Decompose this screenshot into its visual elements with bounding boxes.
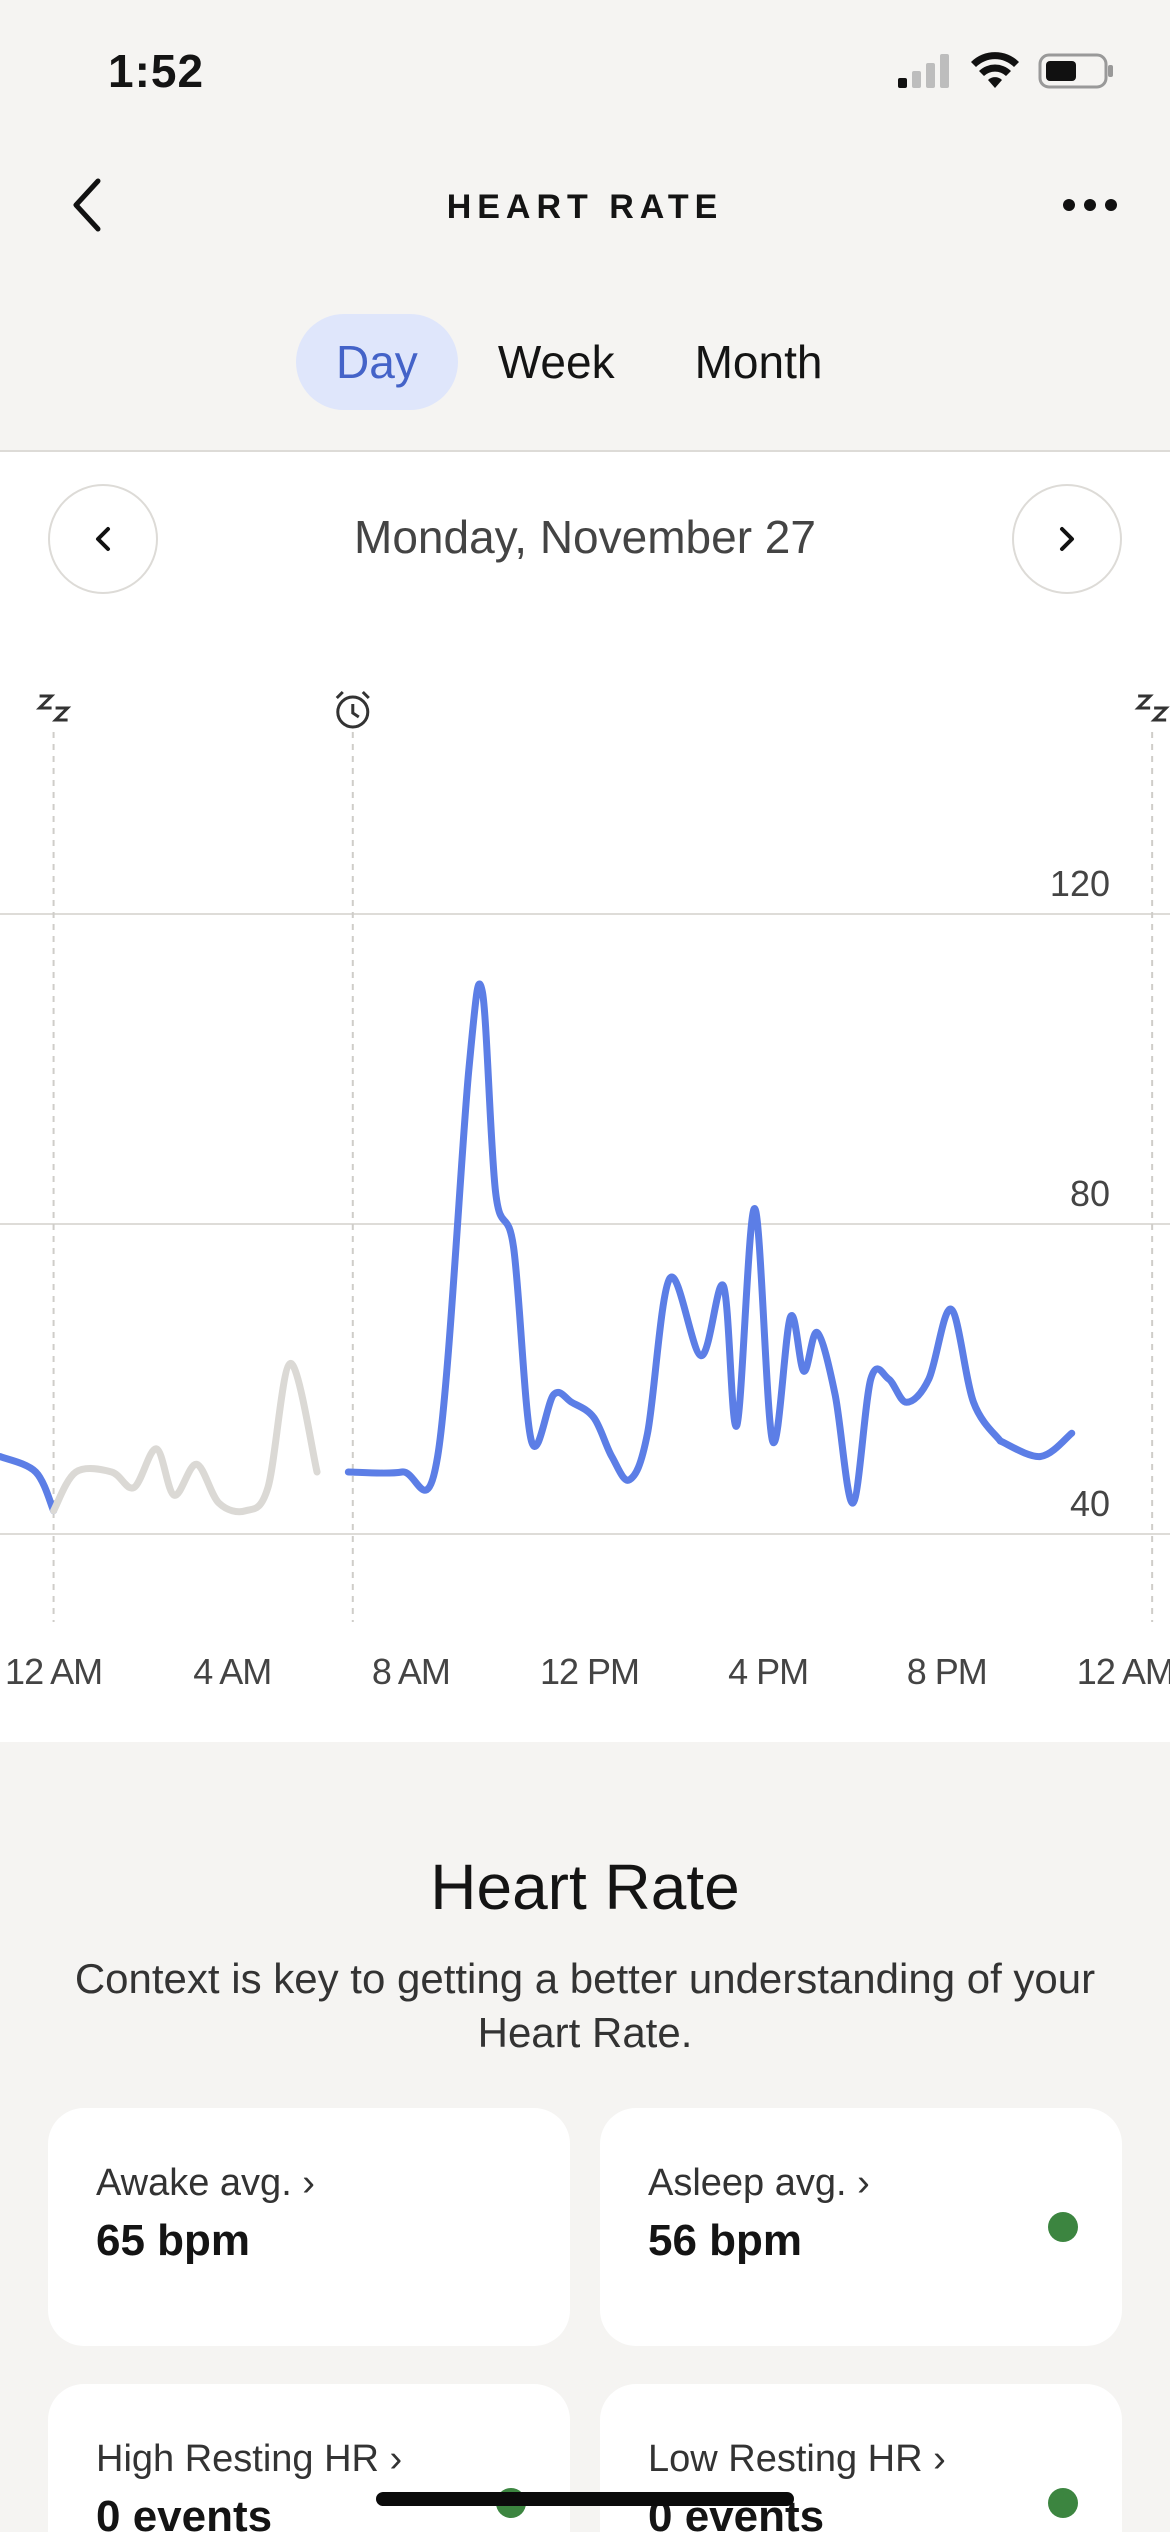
- awake-avg-card[interactable]: Awake avg. › 65 bpm: [48, 2108, 570, 2346]
- status-icons: [898, 52, 1114, 90]
- y-tick-label: 40: [1070, 1483, 1110, 1524]
- summary-section: Heart Rate Context is key to getting a b…: [0, 1742, 1170, 2532]
- chevron-left-icon: [96, 527, 110, 551]
- x-tick-label: 12 PM: [540, 1651, 639, 1692]
- card-label: High Resting HR ›: [96, 2438, 403, 2480]
- x-tick-label: 12 AM: [1077, 1651, 1170, 1692]
- status-dot: [1048, 2488, 1078, 2518]
- x-tick-label: 12 AM: [5, 1651, 102, 1692]
- y-tick-label: 120: [1050, 863, 1110, 904]
- chevron-right-icon: [1060, 527, 1074, 551]
- next-day-button[interactable]: [1012, 484, 1122, 594]
- card-label: Asleep avg. ›: [648, 2162, 870, 2204]
- previous-day-button[interactable]: [48, 484, 158, 594]
- hr-line-sleep: [50, 1359, 321, 1516]
- back-button[interactable]: [52, 170, 122, 240]
- cellular-signal-icon: [898, 54, 949, 88]
- date-navigator: Monday, November 27: [0, 452, 1170, 622]
- tab-month[interactable]: Month: [694, 336, 823, 388]
- chart-card: Monday, November 27 120 80 40 12 AM 4 AM 8 A…: [0, 452, 1170, 1742]
- sleep-zz-icon: [1134, 694, 1170, 722]
- status-bar: 1:52: [0, 0, 1170, 150]
- summary-title: Heart Rate: [430, 1851, 740, 1923]
- tab-day[interactable]: Day: [296, 314, 458, 410]
- heart-rate-chart: 120 80 40 12 AM 4 AM 8 AM 12 PM 4 PM 8 PM 12 AM: [0, 690, 1170, 1692]
- hr-line-awake: [344, 980, 1004, 1507]
- card-label: Low Resting HR ›: [648, 2438, 946, 2480]
- sleep-zz-icon: [35, 694, 72, 722]
- asleep-avg-card[interactable]: Asleep avg. › 56 bpm: [600, 2108, 1122, 2346]
- x-tick-label: 4 PM: [728, 1651, 808, 1692]
- card-label: Awake avg. ›: [96, 2162, 315, 2204]
- x-tick-label: 4 AM: [193, 1651, 271, 1692]
- divider: [0, 450, 1170, 452]
- chevron-left-icon: [73, 178, 101, 232]
- page-title: HEART RATE: [446, 188, 724, 226]
- tab-week[interactable]: Week: [497, 336, 615, 388]
- more-options-button[interactable]: [1050, 170, 1130, 240]
- battery-icon: [1038, 53, 1113, 89]
- high-resting-hr-card[interactable]: High Resting HR › 0 events: [48, 2384, 570, 2532]
- nav-bar: HEART RATE: [0, 150, 1170, 260]
- y-tick-label: 80: [1070, 1173, 1110, 1214]
- hr-line-prev-day-awake: [0, 1453, 58, 1515]
- card-value: 65 bpm: [96, 2216, 251, 2265]
- date-label: Monday, November 27: [354, 511, 816, 563]
- wifi-icon: [971, 52, 1019, 88]
- x-tick-label: 8 PM: [907, 1651, 987, 1692]
- low-resting-hr-card[interactable]: Low Resting HR › 0 events: [600, 2384, 1122, 2532]
- card-value: 56 bpm: [648, 2216, 803, 2265]
- alarm-clock-icon: [335, 690, 370, 729]
- more-horizontal-icon: [1063, 199, 1117, 211]
- period-tabs: Day Week Month: [296, 314, 862, 410]
- status-dot: [1048, 2212, 1078, 2242]
- summary-description: Context is key to getting a better under…: [74, 1955, 1096, 2056]
- home-indicator[interactable]: [376, 2492, 794, 2506]
- card-value: 0 events: [96, 2492, 273, 2532]
- status-time: 1:52: [108, 45, 205, 97]
- x-tick-label: 8 AM: [372, 1651, 450, 1692]
- hr-line-sleep-start: [996, 1429, 1076, 1461]
